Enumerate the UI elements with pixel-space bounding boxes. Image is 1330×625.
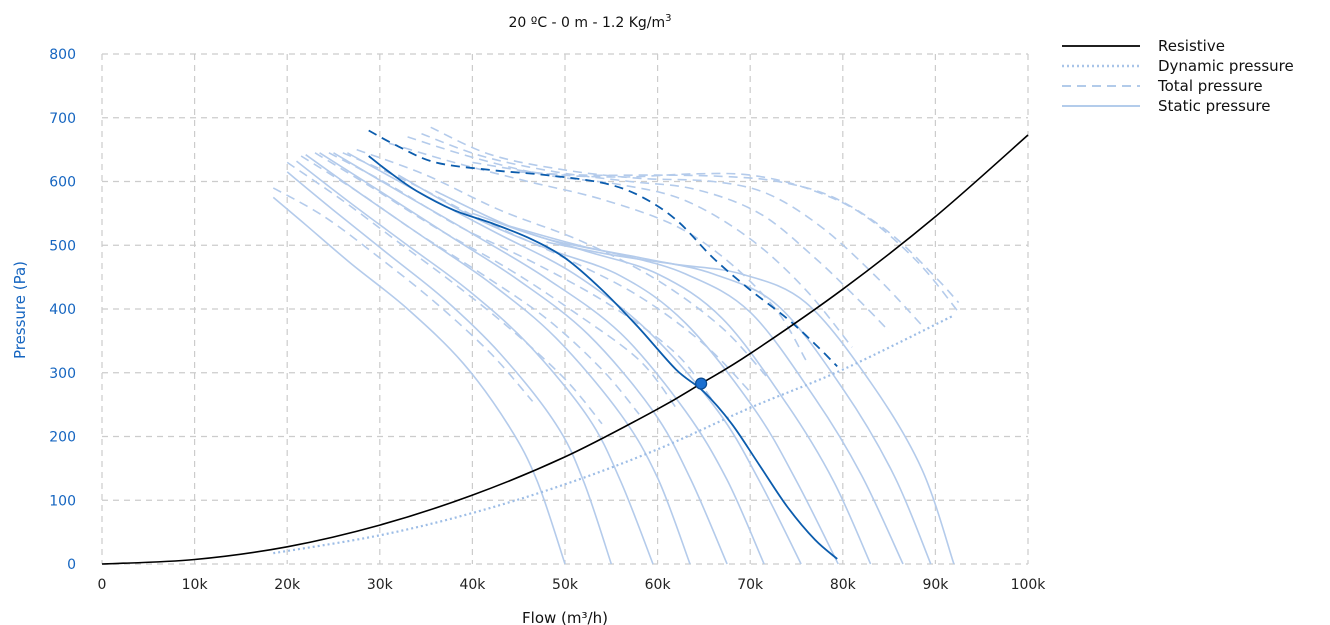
operating-point-group: [695, 377, 708, 390]
static-pressure-curve: [272, 196, 566, 565]
legend-label: Static pressure: [1158, 97, 1270, 115]
total-pressure-curve: [328, 152, 714, 402]
x-tick-label: 20k: [274, 577, 301, 593]
total-pressure-curve: [472, 161, 960, 313]
resistive-curve: [101, 134, 1029, 565]
x-tick-label: 10k: [182, 577, 209, 593]
chart-title: 20 ºC - 0 m - 1.2 Kg/m3: [508, 13, 671, 31]
static-pressure-curve: [305, 154, 691, 565]
selected-static-pressure-curve: [368, 155, 838, 560]
total-pressure-curve: [300, 155, 640, 415]
y-tick-label: 300: [49, 366, 76, 382]
total-pressure-curve: [430, 126, 923, 326]
dynamic-pressure-curve: [273, 314, 955, 555]
static-pressure-curve: [333, 152, 765, 565]
resistive-curve-group: [101, 134, 1029, 565]
total-pressure-curve: [272, 187, 534, 402]
x-tick-label: 60k: [645, 577, 672, 593]
x-tick-label: 30k: [367, 577, 394, 593]
static-pressure-curve: [286, 171, 613, 565]
static-pressure-curve: [296, 160, 654, 565]
y-tick-label: 100: [49, 493, 76, 509]
legend-label: Dynamic pressure: [1158, 57, 1294, 75]
legend-label: Total pressure: [1157, 77, 1263, 95]
x-tick-label: 100k: [1011, 577, 1047, 593]
static-pressure-curve: [546, 241, 955, 565]
x-tick-label: 40k: [459, 577, 486, 593]
y-tick-label: 800: [49, 47, 76, 63]
y-tick-label: 400: [49, 302, 76, 318]
x-tick-label: 50k: [552, 577, 579, 593]
total-pressure-curve: [286, 161, 603, 425]
total-pressure-curve: [518, 171, 960, 304]
static-pressure-curves: [272, 152, 955, 565]
static-pressure-curve: [319, 152, 728, 565]
total-pressure-curve: [388, 142, 807, 361]
x-tick-label: 0: [98, 577, 107, 593]
total-pressure-curve: [356, 148, 770, 380]
y-axis-label: Pressure (Pa): [11, 261, 29, 359]
y-tick-label: 500: [49, 238, 76, 254]
y-tick-label: 200: [49, 430, 76, 446]
operating-point: [695, 377, 708, 390]
legend-label: Resistive: [1158, 37, 1225, 55]
dynamic-pressure-curve-group: [273, 314, 955, 555]
selected-curves: [368, 129, 838, 560]
x-axis-ticks: 0 10k 20k 30k 40k 50k 60k 70k 80k 90k 100k: [98, 577, 1047, 593]
y-tick-label: 0: [67, 557, 76, 573]
total-pressure-curve: [314, 152, 677, 409]
y-axis-ticks: 0 100 200 300 400 500 600 700 800: [49, 47, 76, 573]
x-axis-label: Flow (m³/h): [522, 609, 608, 625]
x-tick-label: 80k: [830, 577, 857, 593]
grid: [101, 53, 1029, 565]
x-tick-label: 70k: [737, 577, 764, 593]
static-pressure-curve: [472, 212, 904, 565]
y-tick-label: 600: [49, 175, 76, 191]
legend: Resistive Dynamic pressure Total pressure S…: [1062, 37, 1294, 115]
y-tick-label: 700: [49, 111, 76, 127]
total-pressure-curves: [272, 126, 960, 425]
total-pressure-curve: [421, 132, 890, 332]
x-tick-label: 90k: [922, 577, 949, 593]
